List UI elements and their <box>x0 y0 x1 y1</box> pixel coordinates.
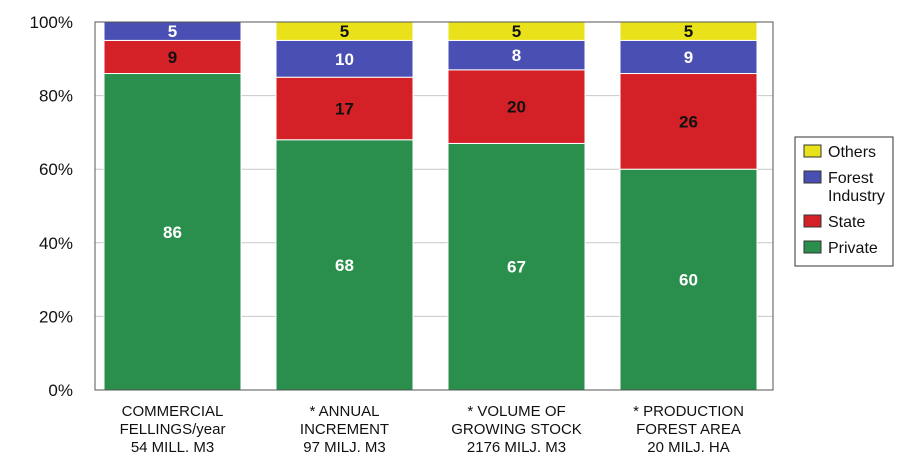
bar-segment-forest-industry <box>619 39 758 75</box>
data-label: 8 <box>512 46 521 65</box>
y-axis-ticks: 0% 20% 40% 60% 80% 100% <box>30 13 73 400</box>
data-label: 67 <box>507 258 526 277</box>
legend-label: State <box>828 214 865 231</box>
legend-item: Private <box>803 240 878 257</box>
x-category-label: * VOLUME OF GROWING STOCK 2176 MILJ. M3 <box>451 403 582 456</box>
x-category-line: FOREST AREA <box>636 421 741 438</box>
bar-segment-state <box>275 76 414 141</box>
x-category-line: 54 MILL. M3 <box>131 439 214 456</box>
bar-segment-state <box>619 73 758 170</box>
x-category-label: * PRODUCTION FOREST AREA 20 MILJ. HA <box>633 403 744 456</box>
bar-segment-private <box>103 73 242 391</box>
data-label: 9 <box>168 48 177 67</box>
data-label: 5 <box>684 22 693 41</box>
bar-segment-state <box>447 69 586 144</box>
legend-border <box>794 136 894 267</box>
data-label: 17 <box>335 99 354 118</box>
y-tick-label: 80% <box>39 87 73 106</box>
data-label: 86 <box>163 223 182 242</box>
legend-swatch <box>803 144 822 158</box>
x-category-line: COMMERCIAL <box>122 403 224 420</box>
y-tick-label: 0% <box>48 381 73 400</box>
bar-segment-state <box>103 39 242 75</box>
x-axis-categories: COMMERCIAL FELLINGS/year 54 MILL. M3 * ANNU… <box>120 403 744 456</box>
data-label: 5 <box>340 22 349 41</box>
bar-stack: 60 26 9 5 <box>619 21 758 391</box>
legend-swatch <box>803 170 822 184</box>
legend-swatch <box>803 214 822 228</box>
x-category-line: 2176 MILJ. M3 <box>467 439 566 456</box>
plot-frame <box>94 21 774 391</box>
data-label: 20 <box>507 98 526 117</box>
x-category-label: * ANNUAL INCREMENT 97 MILJ. M3 <box>300 403 389 456</box>
data-label: 68 <box>335 256 354 275</box>
legend-item: State <box>803 214 865 231</box>
y-tick-label: 100% <box>30 13 73 32</box>
bar-stack: 67 20 8 5 <box>447 21 586 391</box>
data-label: 5 <box>512 22 521 41</box>
bar-stack: 86 9 5 <box>103 21 242 391</box>
x-category-line: 97 MILJ. M3 <box>303 439 386 456</box>
x-category-line: GROWING STOCK <box>451 421 582 438</box>
data-label: 10 <box>335 50 354 69</box>
legend-label: Private <box>828 240 878 257</box>
bar-stacks: 86 9 5 68 17 10 5 67 20 8 5 60 26 9 5 <box>103 21 758 391</box>
legend-label: Others <box>828 144 876 161</box>
x-category-line: * ANNUAL <box>309 403 379 420</box>
bar-segment-forest-industry <box>275 39 414 78</box>
data-label: 9 <box>684 48 693 67</box>
x-category-line: 20 MILJ. HA <box>647 439 730 456</box>
x-category-line: INCREMENT <box>300 421 389 438</box>
x-category-label: COMMERCIAL FELLINGS/year 54 MILL. M3 <box>120 403 226 456</box>
x-category-line: * VOLUME OF <box>467 403 565 420</box>
data-label: 5 <box>168 22 177 41</box>
plot-border <box>94 21 774 391</box>
data-label: 26 <box>679 112 698 131</box>
bar-stack: 68 17 10 5 <box>275 21 414 391</box>
x-category-line: FELLINGS/year <box>120 421 226 438</box>
y-tick-label: 20% <box>39 307 73 326</box>
legend-item: Others <box>803 144 876 161</box>
legend-label: Industry <box>828 188 885 205</box>
bar-segment-private <box>619 168 758 391</box>
y-tick-label: 40% <box>39 234 73 253</box>
legend-swatch <box>803 240 822 254</box>
x-category-line: * PRODUCTION <box>633 403 744 420</box>
y-tick-label: 60% <box>39 160 73 179</box>
bar-segment-forest-industry <box>447 39 586 71</box>
data-label: 60 <box>679 271 698 290</box>
legend-label: Forest <box>828 170 874 187</box>
